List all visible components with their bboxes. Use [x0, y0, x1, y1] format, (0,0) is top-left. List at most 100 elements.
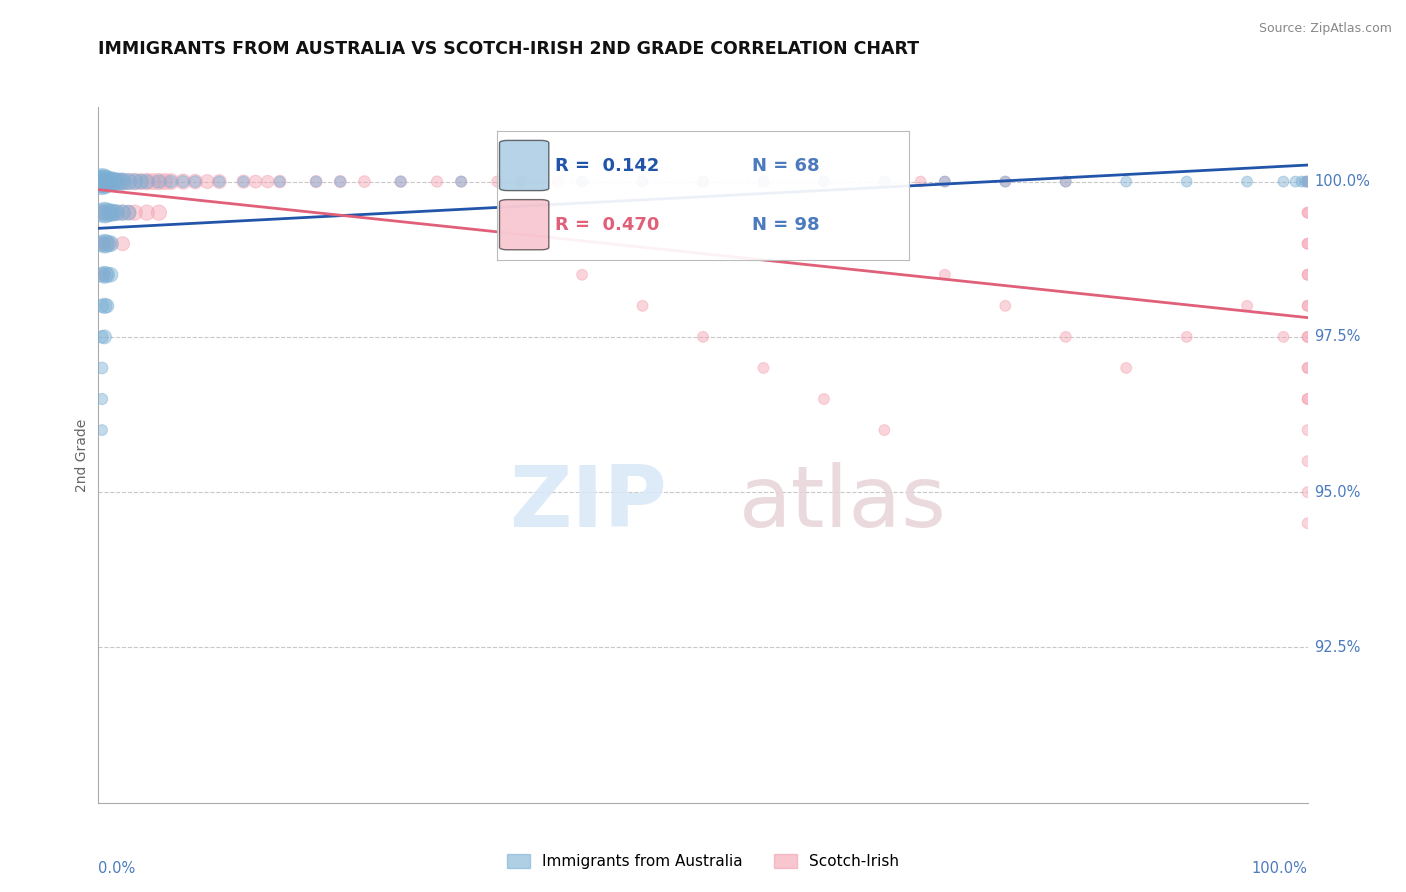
Text: ZIP: ZIP: [509, 462, 666, 545]
Point: [692, 330, 714, 344]
Point: [1175, 330, 1198, 344]
Point: [91, 175, 114, 189]
Point: [100, 268, 122, 282]
Point: [329, 175, 352, 189]
Point: [305, 175, 328, 189]
Y-axis label: 2nd Grade: 2nd Grade: [75, 418, 89, 491]
Point: [934, 175, 956, 189]
Point: [256, 175, 278, 189]
Point: [124, 205, 146, 219]
Point: [100, 175, 122, 189]
Point: [450, 175, 472, 189]
Point: [148, 175, 170, 189]
Point: [631, 175, 654, 189]
Point: [571, 175, 593, 189]
Point: [1296, 423, 1319, 437]
Point: [1115, 361, 1137, 376]
Point: [93, 236, 115, 251]
Point: [91, 175, 114, 189]
Point: [1272, 175, 1295, 189]
Point: [93, 205, 115, 219]
Point: [571, 268, 593, 282]
Point: [96, 236, 118, 251]
Point: [873, 423, 896, 437]
Point: [184, 175, 207, 189]
Point: [160, 175, 183, 189]
Text: atlas: atlas: [740, 462, 948, 545]
Text: 100.0%: 100.0%: [1315, 174, 1371, 189]
Point: [1294, 175, 1316, 189]
Point: [1296, 205, 1319, 219]
Point: [1236, 175, 1258, 189]
Point: [510, 175, 533, 189]
Point: [873, 175, 896, 189]
Point: [91, 205, 114, 219]
Point: [93, 175, 115, 189]
Point: [148, 175, 170, 189]
Point: [160, 175, 183, 189]
Point: [692, 175, 714, 189]
Point: [91, 236, 114, 251]
Point: [1115, 175, 1137, 189]
Point: [195, 175, 218, 189]
Point: [93, 299, 115, 313]
Point: [111, 175, 134, 189]
Point: [129, 175, 152, 189]
Point: [184, 175, 207, 189]
Point: [101, 205, 124, 219]
Point: [96, 268, 118, 282]
Point: [142, 175, 165, 189]
Point: [329, 175, 352, 189]
Point: [96, 236, 118, 251]
Point: [124, 175, 146, 189]
Point: [90, 205, 112, 219]
Point: [108, 175, 131, 189]
Point: [90, 175, 112, 189]
Point: [93, 175, 115, 189]
Point: [1054, 175, 1077, 189]
Point: [994, 175, 1017, 189]
Point: [1296, 299, 1319, 313]
Point: [91, 268, 114, 282]
Point: [105, 205, 128, 219]
Point: [1296, 268, 1319, 282]
Point: [105, 205, 128, 219]
Point: [813, 175, 835, 189]
Point: [752, 361, 775, 376]
Point: [91, 423, 114, 437]
Point: [91, 175, 114, 189]
Point: [172, 175, 194, 189]
Point: [752, 175, 775, 189]
Point: [1296, 330, 1319, 344]
Text: 95.0%: 95.0%: [1315, 484, 1361, 500]
Point: [1296, 299, 1319, 313]
Point: [353, 175, 375, 189]
Point: [813, 175, 835, 189]
Point: [208, 175, 231, 189]
Point: [108, 175, 131, 189]
Point: [571, 175, 593, 189]
Point: [91, 175, 114, 189]
Point: [96, 205, 118, 219]
Point: [90, 268, 112, 282]
Point: [90, 236, 112, 251]
Point: [910, 175, 932, 189]
Point: [1175, 175, 1198, 189]
Point: [752, 175, 775, 189]
Point: [1296, 205, 1319, 219]
Point: [100, 175, 122, 189]
Text: 100.0%: 100.0%: [1251, 861, 1308, 876]
Point: [1296, 236, 1319, 251]
Point: [934, 175, 956, 189]
Point: [91, 175, 114, 189]
Point: [111, 236, 134, 251]
Point: [873, 175, 896, 189]
Point: [389, 175, 412, 189]
Point: [111, 205, 134, 219]
Point: [547, 175, 569, 189]
Point: [91, 299, 114, 313]
Point: [124, 175, 146, 189]
Point: [934, 268, 956, 282]
Point: [135, 175, 157, 189]
Point: [135, 175, 157, 189]
